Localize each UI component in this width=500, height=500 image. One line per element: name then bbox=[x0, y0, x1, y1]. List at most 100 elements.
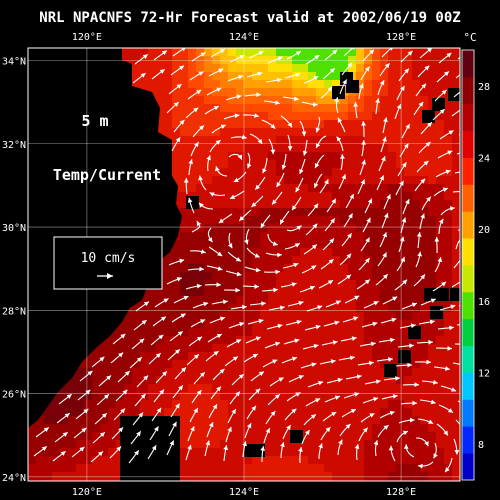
current-arrowhead bbox=[296, 319, 302, 325]
current-arrowhead bbox=[199, 372, 205, 378]
current-arrowhead bbox=[313, 76, 319, 81]
current-arrowhead bbox=[420, 213, 425, 219]
current-arrowhead bbox=[162, 371, 167, 377]
current-arrowhead bbox=[354, 295, 360, 301]
current-arrowhead bbox=[235, 256, 241, 262]
current-arrowhead bbox=[169, 440, 174, 446]
current-arrowhead bbox=[365, 237, 370, 243]
scale-vector-label: 10 cm/s bbox=[81, 251, 136, 266]
scale-vector-legend: 10 cm/s bbox=[53, 236, 163, 290]
current-arrowhead bbox=[253, 113, 259, 118]
current-arrowhead bbox=[444, 467, 450, 473]
current-arrowhead bbox=[430, 399, 436, 405]
current-arrowhead bbox=[331, 198, 336, 204]
current-arrowhead bbox=[443, 71, 449, 77]
current-arrowhead bbox=[280, 219, 285, 225]
current-arrowhead bbox=[179, 119, 185, 125]
current-arrowhead bbox=[280, 442, 285, 448]
current-arrowhead bbox=[315, 398, 321, 403]
current-arrowhead bbox=[420, 274, 425, 280]
current-arrowhead bbox=[350, 409, 356, 414]
current-streamline bbox=[451, 109, 460, 117]
lat-tick: 34°N bbox=[2, 56, 26, 67]
current-arrowhead bbox=[255, 184, 261, 190]
current-arrowhead bbox=[218, 218, 224, 224]
current-arrowhead bbox=[364, 257, 370, 264]
current-arrowhead bbox=[236, 339, 242, 344]
current-arrowhead bbox=[255, 267, 261, 273]
current-arrowhead bbox=[251, 202, 257, 208]
current-arrowhead bbox=[174, 349, 180, 355]
current-arrowhead bbox=[293, 96, 299, 102]
current-arrowhead bbox=[313, 102, 318, 107]
current-arrowhead bbox=[134, 450, 139, 456]
current-arrowhead bbox=[241, 134, 247, 140]
current-arrowhead bbox=[200, 52, 206, 57]
current-arrowhead bbox=[261, 301, 266, 307]
current-arrowhead bbox=[399, 236, 405, 242]
current-arrowhead bbox=[407, 362, 412, 368]
lon-tick-top: 124°E bbox=[229, 32, 259, 43]
current-streamline bbox=[455, 74, 460, 79]
current-arrowhead bbox=[418, 101, 424, 107]
current-arrowhead bbox=[424, 65, 430, 71]
current-arrowhead bbox=[172, 421, 177, 427]
land-cell bbox=[436, 288, 449, 301]
current-arrowhead bbox=[450, 304, 456, 310]
current-arrowhead bbox=[106, 375, 112, 381]
current-arrowhead bbox=[176, 84, 182, 89]
current-arrowhead bbox=[292, 356, 298, 362]
current-arrowhead bbox=[252, 353, 258, 359]
current-arrowhead bbox=[256, 92, 261, 98]
current-arrowhead bbox=[346, 253, 352, 259]
current-arrowhead bbox=[99, 356, 105, 362]
current-arrowhead bbox=[223, 299, 228, 305]
current-arrowhead bbox=[315, 127, 321, 133]
current-arrowhead bbox=[309, 285, 315, 291]
current-arrowhead bbox=[383, 117, 388, 123]
current-arrowhead bbox=[429, 319, 435, 325]
current-arrowhead bbox=[353, 316, 359, 321]
current-arrowhead bbox=[412, 400, 417, 406]
current-arrowhead bbox=[229, 194, 236, 200]
current-arrowhead bbox=[87, 370, 93, 376]
current-arrowhead bbox=[403, 143, 409, 149]
colorbar-unit: °C bbox=[463, 31, 476, 44]
current-arrowhead bbox=[66, 394, 72, 399]
current-arrowhead bbox=[251, 405, 256, 411]
current-arrowhead bbox=[270, 149, 276, 155]
lat-tick: 26°N bbox=[2, 390, 26, 401]
current-arrowhead bbox=[277, 323, 283, 329]
colorbar-swatch bbox=[462, 184, 474, 212]
current-arrowhead bbox=[156, 407, 162, 413]
current-arrowhead bbox=[295, 392, 301, 397]
current-arrowhead bbox=[213, 105, 219, 111]
current-arrowhead bbox=[41, 446, 47, 452]
current-arrowhead bbox=[103, 394, 109, 400]
current-arrowhead bbox=[410, 417, 415, 423]
colorbar-frame bbox=[461, 49, 475, 481]
colorbar-tick-label: 20 bbox=[478, 225, 490, 236]
current-arrowhead bbox=[382, 136, 387, 142]
current-arrowhead bbox=[231, 409, 236, 415]
land-cell bbox=[346, 80, 359, 93]
current-arrowhead bbox=[353, 102, 358, 107]
current-arrowhead bbox=[62, 432, 68, 437]
current-arrowhead bbox=[392, 394, 398, 399]
current-arrowhead bbox=[451, 387, 457, 392]
current-arrowhead bbox=[262, 168, 267, 174]
graticule bbox=[28, 48, 460, 481]
current-arrowhead bbox=[379, 80, 385, 86]
current-arrowhead bbox=[291, 408, 297, 414]
current-arrowhead bbox=[400, 85, 405, 91]
current-arrowhead bbox=[399, 180, 404, 186]
lon-tick-bottom: 120°E bbox=[72, 487, 102, 498]
current-arrowhead bbox=[317, 305, 323, 310]
current-streamline bbox=[453, 259, 460, 269]
current-arrowhead bbox=[43, 427, 49, 433]
current-arrowhead bbox=[354, 392, 360, 397]
colorbar-swatch bbox=[462, 372, 474, 400]
current-arrowhead bbox=[287, 146, 293, 151]
current-arrowhead bbox=[234, 113, 240, 119]
current-arrowhead bbox=[277, 56, 283, 61]
